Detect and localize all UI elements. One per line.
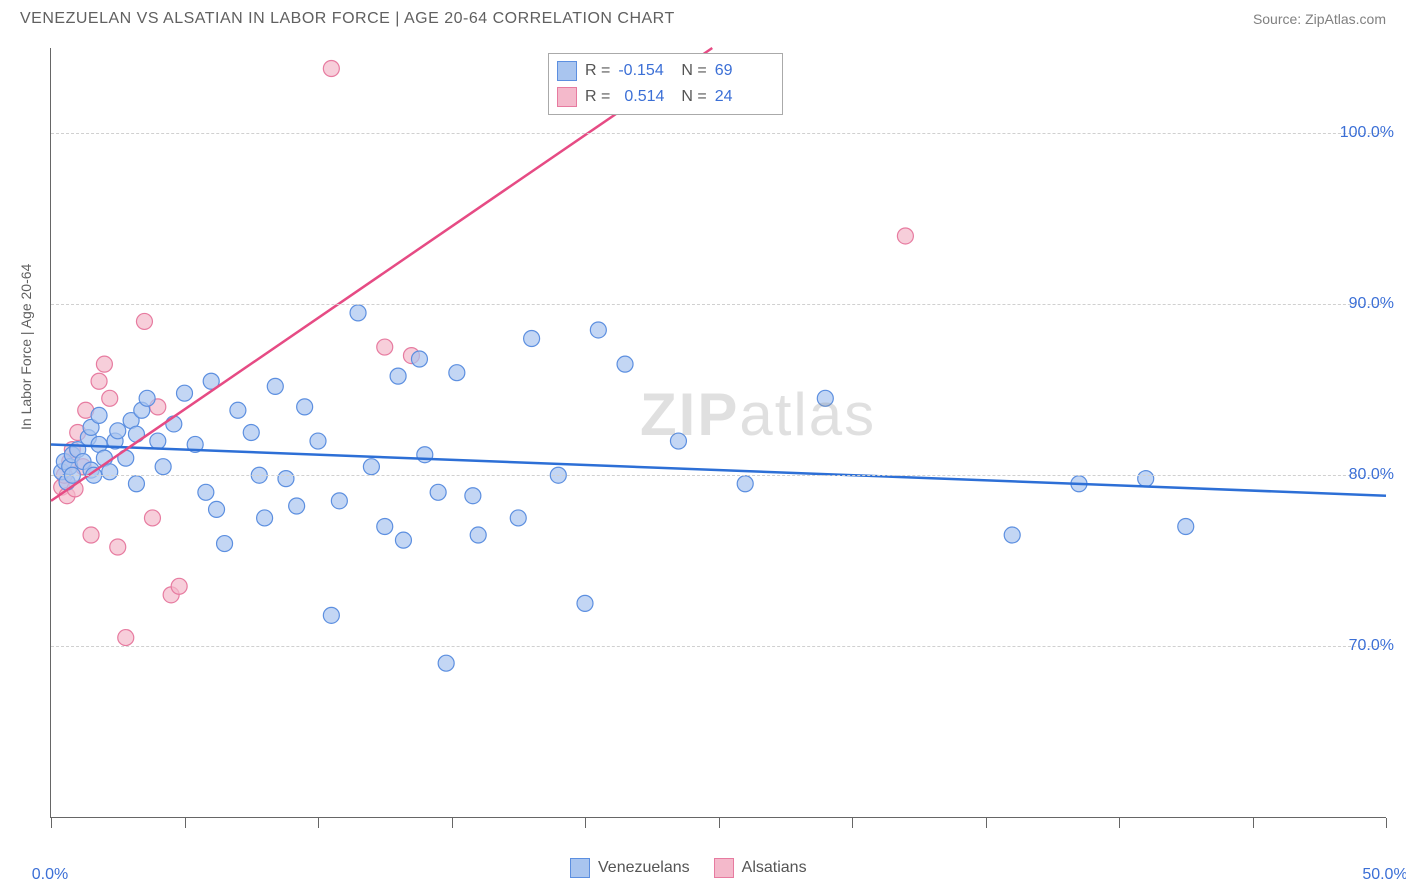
y-axis-title: In Labor Force | Age 20-64 (18, 264, 34, 430)
swatch-alsatians (557, 87, 577, 107)
data-point (289, 498, 305, 514)
r-label: R = (585, 88, 610, 106)
data-point (617, 356, 633, 372)
y-tick-label: 90.0% (1349, 295, 1394, 313)
y-tick-label: 70.0% (1349, 637, 1394, 655)
data-point (118, 630, 134, 646)
correlation-stats-legend: R = -0.154 N = 69 R = 0.514 N = 24 (548, 53, 783, 115)
data-point (363, 459, 379, 475)
scatter-svg (51, 48, 1386, 817)
data-point (377, 518, 393, 534)
legend-swatch-venezuelans (570, 858, 590, 878)
r-value-venezuelans: -0.154 (618, 62, 673, 80)
data-point (102, 464, 118, 480)
trend-line (51, 48, 712, 501)
source-attribution: Source: ZipAtlas.com (1253, 11, 1386, 27)
data-point (897, 228, 913, 244)
legend-label-alsatians: Alsatians (742, 859, 807, 877)
data-point (136, 313, 152, 329)
legend-item-alsatians: Alsatians (714, 858, 807, 878)
data-point (209, 501, 225, 517)
data-point (350, 305, 366, 321)
data-point (139, 390, 155, 406)
data-point (267, 378, 283, 394)
data-point (411, 351, 427, 367)
data-point (470, 527, 486, 543)
data-point (670, 433, 686, 449)
legend-item-venezuelans: Venezuelans (570, 858, 690, 878)
data-point (144, 510, 160, 526)
data-point (155, 459, 171, 475)
data-point (243, 425, 259, 441)
y-tick-label: 100.0% (1340, 124, 1394, 142)
stats-row-venezuelans: R = -0.154 N = 69 (557, 58, 770, 84)
legend-label-venezuelans: Venezuelans (598, 859, 690, 877)
data-point (817, 390, 833, 406)
data-point (1138, 471, 1154, 487)
n-label: N = (681, 88, 706, 106)
data-point (323, 607, 339, 623)
stats-row-alsatians: R = 0.514 N = 24 (557, 84, 770, 110)
legend-swatch-alsatians (714, 858, 734, 878)
chart-title: VENEZUELAN VS ALSATIAN IN LABOR FORCE | … (20, 10, 675, 28)
data-point (198, 484, 214, 500)
data-point (91, 373, 107, 389)
data-point (524, 331, 540, 347)
n-label: N = (681, 62, 706, 80)
r-value-alsatians: 0.514 (618, 88, 673, 106)
x-tick-label: 0.0% (32, 866, 68, 884)
y-tick-label: 80.0% (1349, 466, 1394, 484)
data-point (297, 399, 313, 415)
data-point (430, 484, 446, 500)
data-point (310, 433, 326, 449)
n-value-venezuelans: 69 (715, 62, 770, 80)
series-legend: Venezuelans Alsatians (570, 858, 807, 878)
data-point (128, 476, 144, 492)
data-point (171, 578, 187, 594)
data-point (465, 488, 481, 504)
data-point (91, 407, 107, 423)
data-point (1004, 527, 1020, 543)
data-point (577, 595, 593, 611)
data-point (377, 339, 393, 355)
data-point (110, 423, 126, 439)
data-point (1178, 518, 1194, 534)
data-point (395, 532, 411, 548)
data-point (166, 416, 182, 432)
data-point (110, 539, 126, 555)
data-point (331, 493, 347, 509)
data-point (390, 368, 406, 384)
chart-plot-area (50, 48, 1386, 818)
data-point (438, 655, 454, 671)
data-point (417, 447, 433, 463)
trend-line (51, 444, 1386, 495)
data-point (737, 476, 753, 492)
data-point (96, 356, 112, 372)
data-point (230, 402, 246, 418)
data-point (449, 365, 465, 381)
n-value-alsatians: 24 (715, 88, 770, 106)
data-point (510, 510, 526, 526)
data-point (150, 433, 166, 449)
swatch-venezuelans (557, 61, 577, 81)
data-point (590, 322, 606, 338)
x-tick-label: 50.0% (1362, 866, 1406, 884)
data-point (323, 61, 339, 77)
data-point (257, 510, 273, 526)
data-point (177, 385, 193, 401)
data-point (217, 536, 233, 552)
data-point (83, 527, 99, 543)
data-point (102, 390, 118, 406)
r-label: R = (585, 62, 610, 80)
data-point (278, 471, 294, 487)
